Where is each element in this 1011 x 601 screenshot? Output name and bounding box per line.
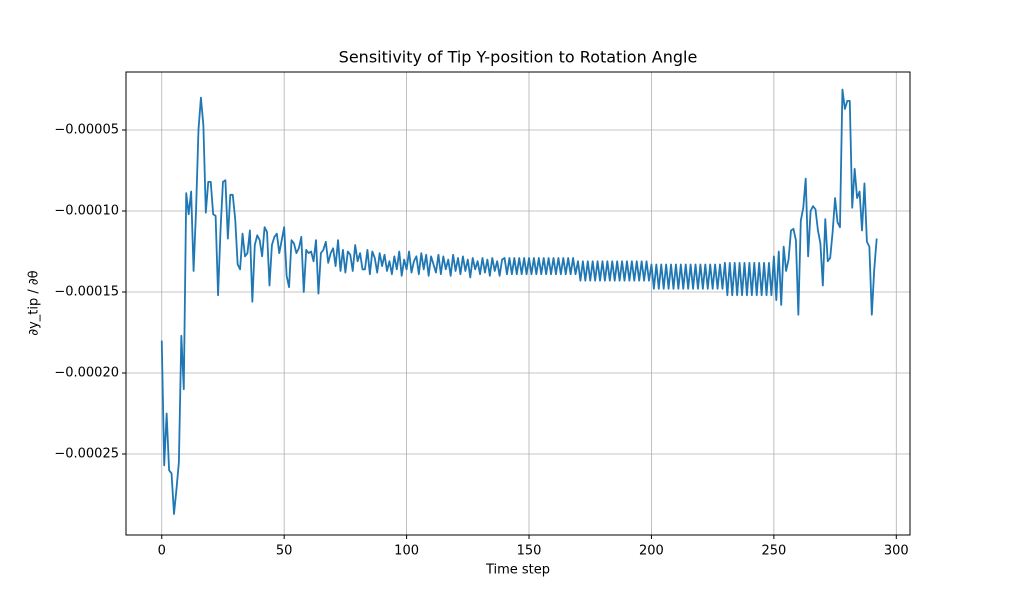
x-tick-label: 100 [394, 544, 419, 559]
x-axis-label: Time step [485, 563, 550, 578]
x-tick-label: 200 [639, 544, 664, 559]
chart-title: Sensitivity of Tip Y-position to Rotatio… [339, 48, 698, 67]
y-axis-label: ∂y_tip / ∂θ [27, 270, 42, 335]
x-tick-label: 0 [158, 544, 166, 559]
plot-frame [125, 71, 911, 536]
x-tick-label: 50 [276, 544, 293, 559]
y-tick-label: −0.00025 [54, 446, 119, 461]
x-tick-label: 150 [517, 544, 542, 559]
x-tick-label: 300 [884, 544, 909, 559]
y-tick-label: −0.00010 [54, 203, 119, 218]
y-tick-label: −0.00020 [54, 365, 119, 380]
data-line [160, 88, 878, 515]
x-tick-label: 250 [761, 544, 786, 559]
y-tick-label: −0.00015 [54, 284, 119, 299]
y-tick-label: −0.00005 [54, 122, 119, 137]
